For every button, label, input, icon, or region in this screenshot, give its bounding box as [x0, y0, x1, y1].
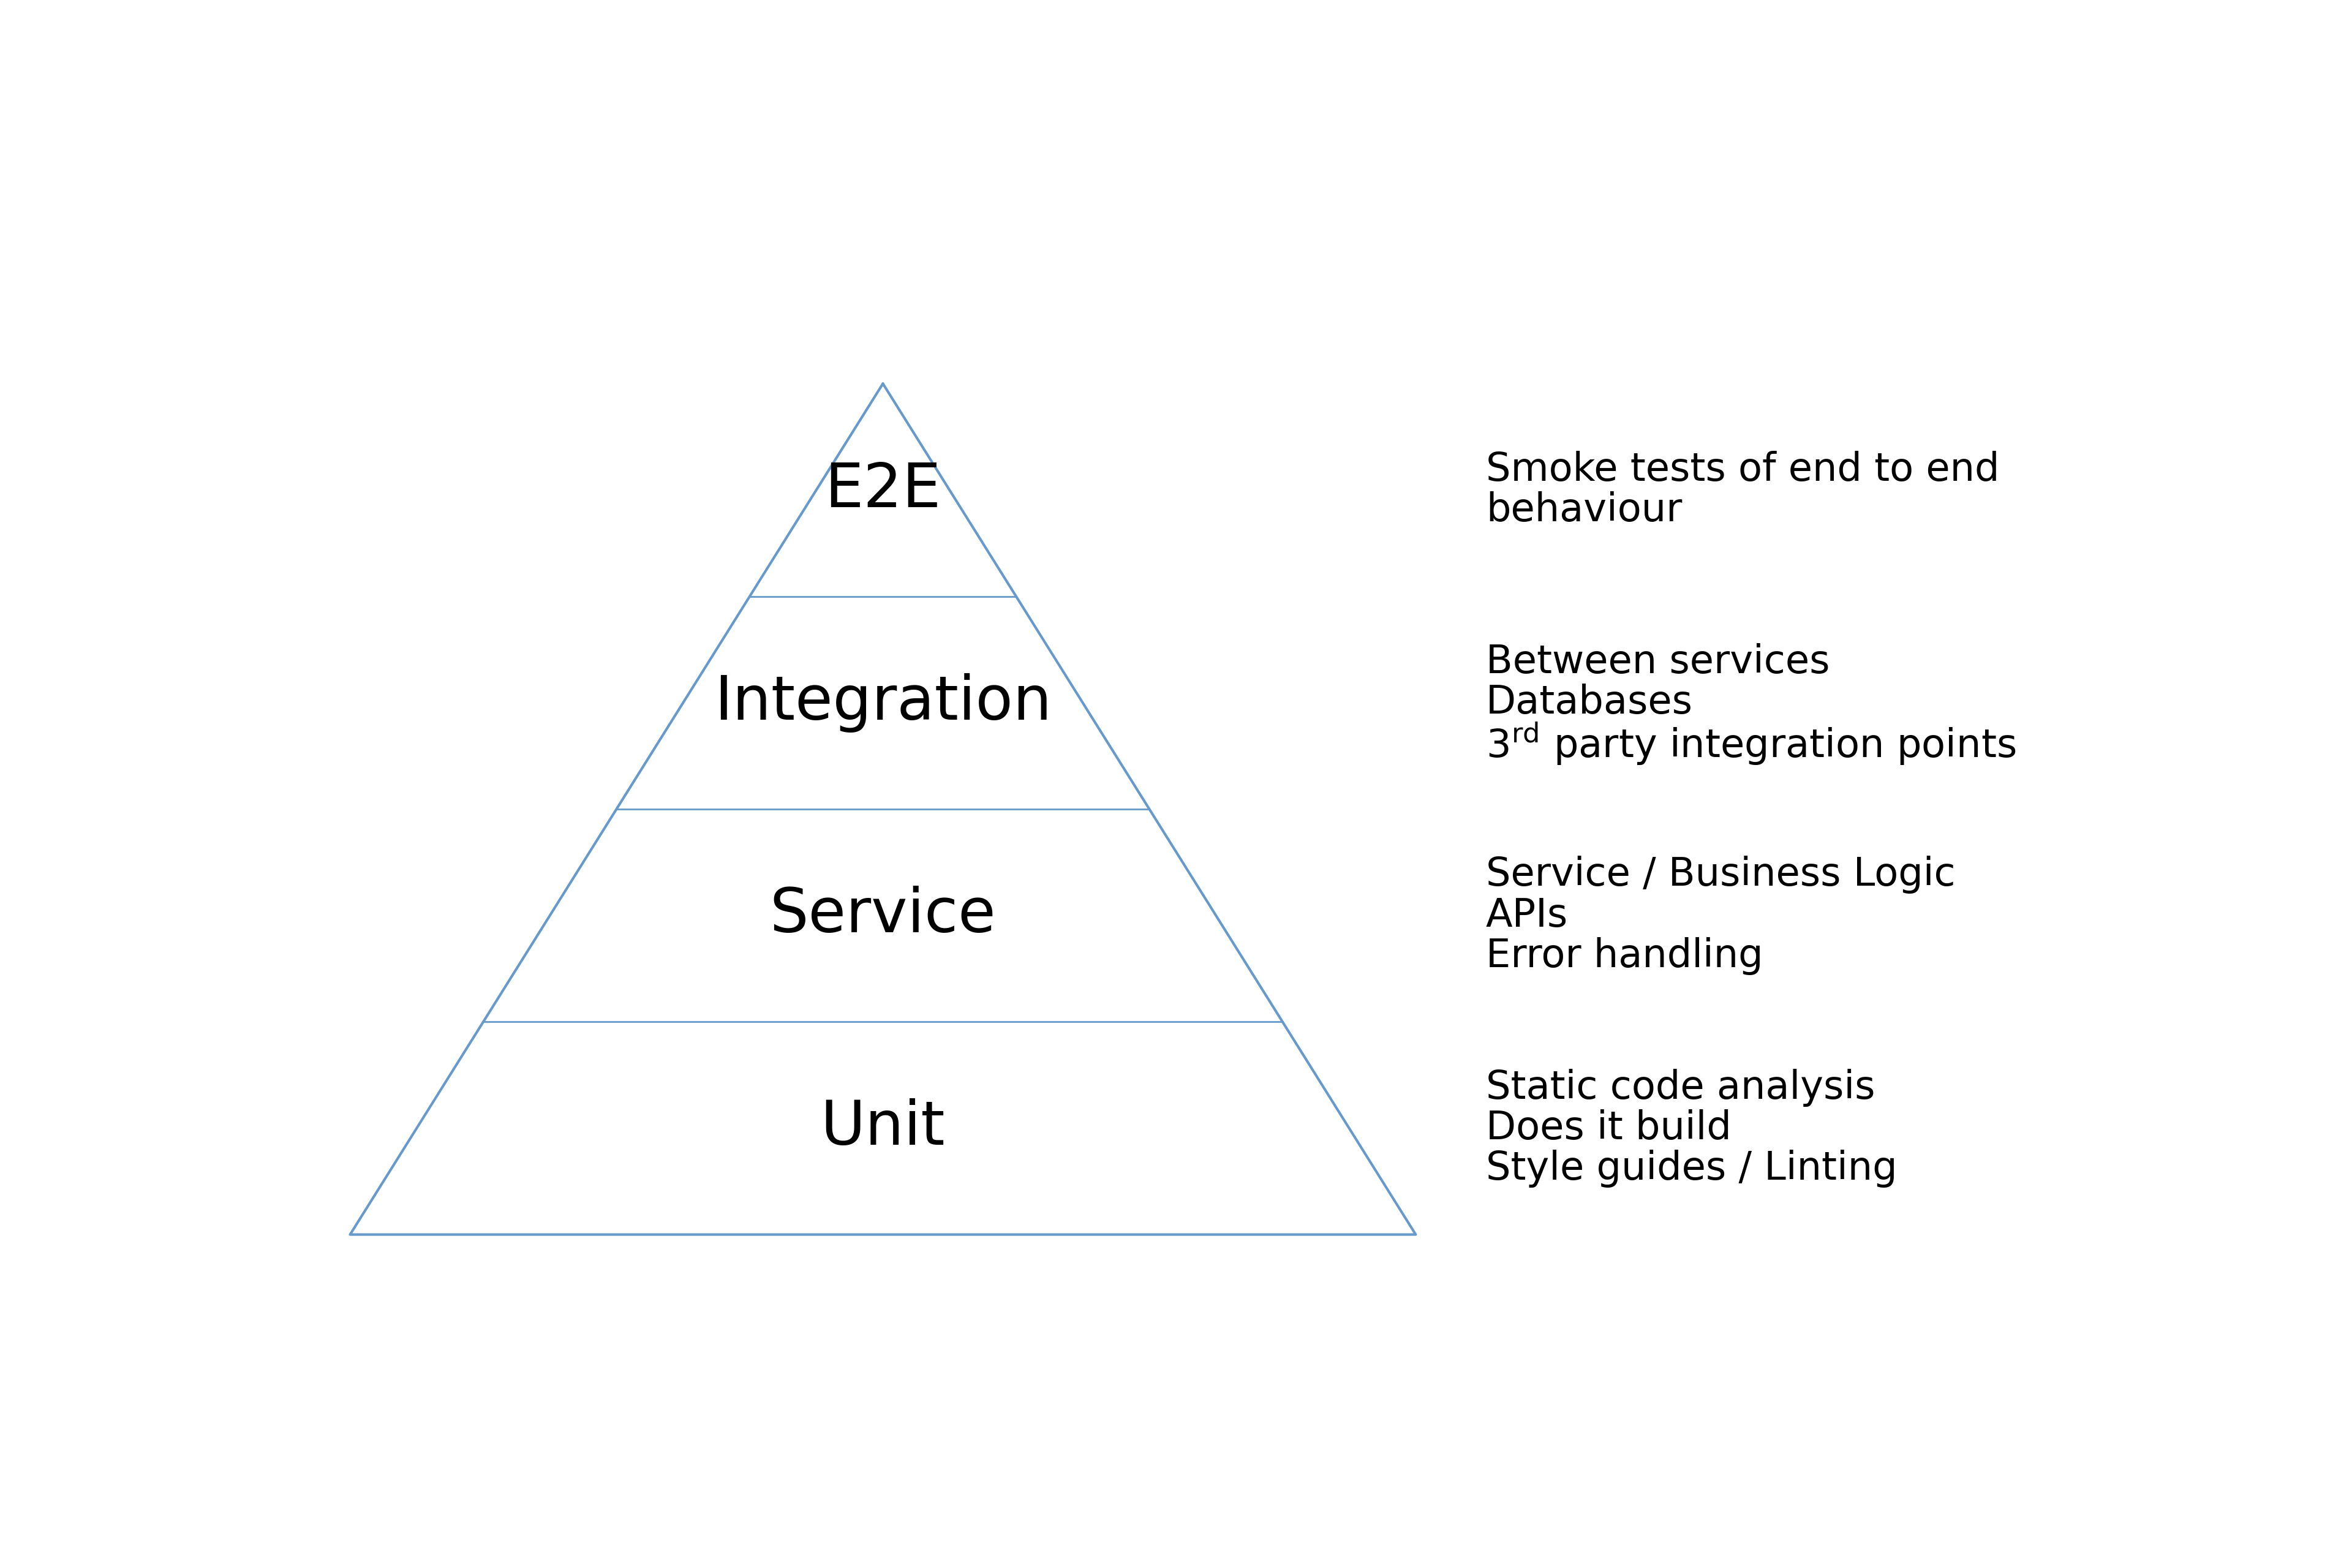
Text: Unit: Unit	[821, 1099, 946, 1157]
Text: 3$^{\mathregular{rd}}$ party integration points: 3$^{\mathregular{rd}}$ party integration…	[1486, 720, 2016, 767]
Text: Error handling: Error handling	[1486, 938, 1764, 975]
Text: Between services: Between services	[1486, 643, 1830, 681]
Text: behaviour: behaviour	[1486, 491, 1682, 530]
Text: Service / Business Logic: Service / Business Logic	[1486, 856, 1955, 894]
Text: Does it build: Does it build	[1486, 1109, 1731, 1148]
Text: Static code analysis: Static code analysis	[1486, 1068, 1875, 1107]
Text: Service: Service	[769, 886, 997, 946]
Text: Style guides / Linting: Style guides / Linting	[1486, 1149, 1898, 1189]
Text: APIs: APIs	[1486, 897, 1569, 935]
Text: Smoke tests of end to end: Smoke tests of end to end	[1486, 450, 1999, 489]
Text: E2E: E2E	[826, 461, 941, 519]
Text: Databases: Databases	[1486, 684, 1693, 721]
Text: Integration: Integration	[715, 673, 1051, 732]
